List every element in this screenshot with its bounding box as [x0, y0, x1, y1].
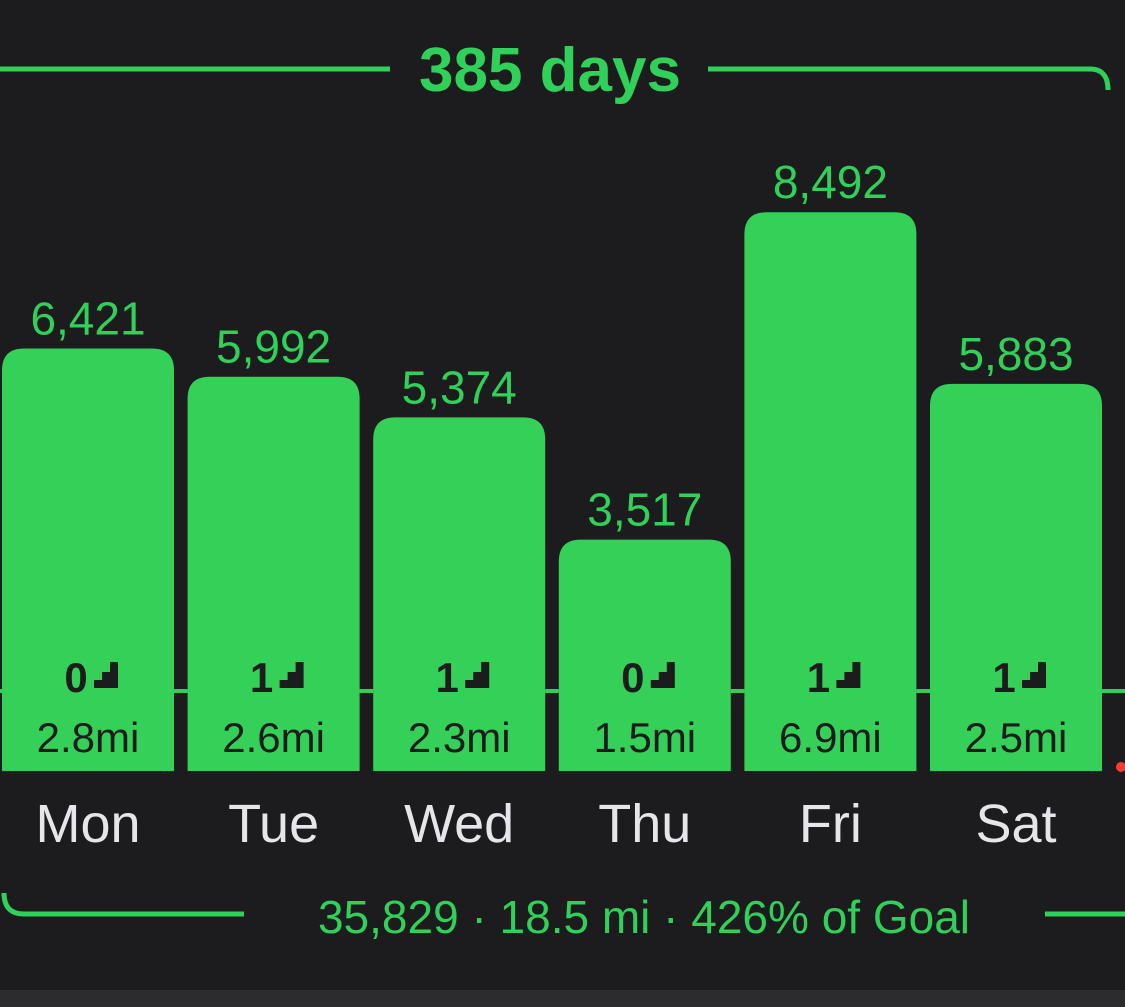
- bar-rect: [187, 376, 360, 771]
- bars-group: 6,421 0 2.8mi Mon 5,992 1 2.6mi Tue 5,374 1 2.3mi W…: [2, 156, 1102, 854]
- bar-wed: 5,374 1 2.3mi Wed: [373, 361, 546, 854]
- day-label: Wed: [404, 794, 514, 854]
- stairs-icon: [279, 662, 304, 688]
- bar-rect: [373, 417, 546, 771]
- bar-tue: 5,992 1 2.6mi Tue: [187, 321, 360, 854]
- day-label: Mon: [35, 794, 140, 854]
- bar-thu: 3,517 0 1.5mi Thu: [558, 484, 731, 854]
- bar-flights-count: 1: [436, 654, 459, 701]
- summary-text: 35,829 · 18.5 mi · 426% of Goal: [318, 891, 970, 943]
- day-label: Thu: [598, 794, 691, 854]
- summary-bracket-left: [1, 892, 244, 917]
- bar-rect: [2, 348, 174, 771]
- bar-distance-label: 2.6mi: [222, 714, 325, 761]
- stairs-icon: [650, 662, 675, 688]
- stairs-icon: [94, 662, 118, 688]
- bar-rect: [930, 383, 1102, 771]
- bar-sat: 5,883 1 2.5mi Sat: [930, 328, 1102, 854]
- bar-fri: 8,492 1 6.9mi Fri: [744, 156, 917, 854]
- bar-flights-count: 0: [64, 654, 87, 701]
- bar-distance-label: 2.5mi: [965, 714, 1068, 761]
- current-day-marker: [1116, 762, 1125, 772]
- bar-flights-count: 1: [992, 654, 1015, 701]
- stairs-icon: [465, 662, 490, 688]
- bar-mon: 6,421 0 2.8mi Mon: [2, 292, 174, 854]
- header-bracket-right: [708, 66, 1111, 91]
- footer-strip: [0, 990, 1125, 1007]
- bar-value-label: 3,517: [587, 484, 702, 536]
- bar-rect: [558, 539, 731, 771]
- bar-value-label: 5,883: [958, 328, 1073, 380]
- bar-value-label: 5,374: [402, 361, 517, 413]
- header-title: 385 days: [419, 36, 681, 105]
- bar-flights-count: 0: [621, 654, 644, 701]
- day-label: Tue: [228, 794, 319, 854]
- stairs-icon: [1022, 662, 1046, 688]
- bar-value-label: 5,992: [216, 321, 331, 373]
- day-label: Fri: [799, 794, 862, 854]
- bar-value-label: 6,421: [30, 292, 145, 344]
- bar-distance-label: 2.8mi: [37, 714, 140, 761]
- bar-flights-count: 1: [807, 654, 830, 701]
- bar-distance-label: 1.5mi: [593, 714, 696, 761]
- bar-flights-count: 1: [250, 654, 273, 701]
- bar-rect: [744, 212, 917, 772]
- day-label: Sat: [975, 794, 1056, 854]
- bar-distance-label: 6.9mi: [779, 714, 882, 761]
- bar-value-label: 8,492: [773, 156, 888, 208]
- bar-distance-label: 2.3mi: [408, 714, 511, 761]
- stairs-icon: [836, 662, 861, 688]
